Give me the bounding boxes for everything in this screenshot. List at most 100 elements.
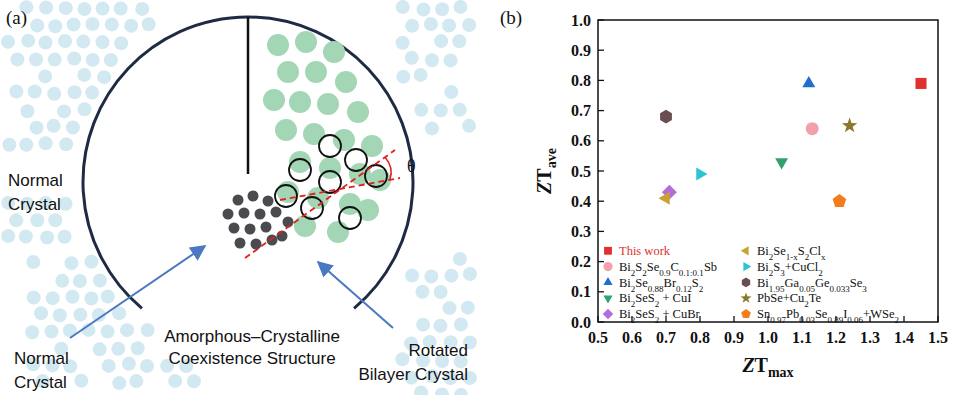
label-part: Bi — [619, 291, 631, 305]
label-part: 0.03 — [799, 315, 815, 325]
amorphous-atom — [283, 217, 294, 228]
crystal-atom — [135, 2, 149, 16]
crystal-atom — [84, 291, 98, 305]
crystal-atom — [101, 290, 115, 304]
crystal-atom — [317, 93, 339, 115]
diagram-label: Crystal — [14, 373, 67, 392]
rotated-atom — [339, 207, 361, 229]
crystal-atom — [68, 85, 82, 99]
crystal-atom — [93, 342, 107, 356]
amorphous-atom — [233, 195, 244, 206]
angle-arc — [385, 157, 391, 179]
crystal-atom — [461, 301, 475, 315]
points — [659, 76, 927, 207]
crystal-atom — [73, 274, 87, 288]
crystal-atom — [405, 51, 419, 65]
diagram-label: Crystal — [8, 195, 61, 214]
y-tick — [598, 231, 604, 232]
x-tick-label: 1.2 — [826, 329, 846, 346]
crystal-atom — [142, 17, 156, 31]
diagram-label: Coexistence Structure — [168, 349, 335, 368]
x-tick-label: 1.3 — [860, 329, 880, 346]
x-tick-label: 0.7 — [656, 329, 676, 346]
crystal-atom — [19, 230, 33, 244]
crystal-atom — [463, 267, 477, 281]
crystal-atom — [58, 230, 72, 244]
crystal-atom — [112, 376, 126, 390]
amorphous-atom — [261, 222, 272, 233]
rotated-atom — [289, 159, 311, 181]
y-tick-label: 0.7 — [571, 102, 591, 119]
crystal-atom — [168, 374, 182, 388]
crystal-atom — [424, 269, 438, 283]
crystal-atom — [77, 68, 91, 82]
crystal-atom — [10, 52, 24, 66]
label-part: S — [692, 276, 699, 290]
crystal-atom — [415, 285, 429, 299]
label-part: This work — [619, 244, 671, 258]
label-part: Te — [809, 291, 822, 305]
crystal-atom — [454, 388, 468, 395]
label-part: S — [773, 260, 780, 274]
point — [833, 194, 847, 207]
point — [659, 192, 670, 205]
crystal-atom — [187, 374, 201, 388]
crystal-atom — [453, 0, 467, 14]
canvas: θNormalCrystalNormalCrystalAmorphous–Cry… — [0, 0, 974, 395]
crystal-atom — [444, 85, 458, 99]
crystal-atom — [267, 34, 289, 56]
crystal-atom — [77, 2, 91, 16]
amorphous-atom — [235, 238, 246, 249]
point — [696, 168, 707, 181]
crystal-atom — [38, 69, 52, 83]
label-part: Sn — [757, 307, 771, 321]
legend-marker — [603, 262, 612, 271]
crystal-atom — [303, 123, 325, 145]
y-tick-label: 0.6 — [571, 132, 591, 149]
label-part: max — [768, 365, 794, 380]
crystal-atom — [452, 34, 466, 48]
amorphous-atom — [223, 209, 234, 220]
label-part: Ge — [815, 276, 830, 290]
rotated-atom — [319, 135, 341, 157]
crystal-atom — [59, 1, 73, 15]
crystal-atom — [101, 325, 115, 339]
crystal-atom — [396, 36, 410, 50]
crystal-atom — [19, 138, 33, 152]
diagram-label: Rotated — [408, 341, 468, 360]
crystal-atom — [462, 119, 476, 133]
x-tick — [733, 316, 734, 322]
crystal-atom — [9, 85, 23, 99]
crystal-atom — [2, 138, 16, 152]
crystal-atom — [73, 308, 87, 322]
label-part: Z — [741, 354, 754, 376]
label-part: 3 — [862, 284, 867, 294]
plot-frame — [598, 20, 938, 322]
legend: This workBi2S2Se0.9C0.1:0.1SbBi2Se0.88Br… — [603, 244, 899, 325]
crystal-atom — [305, 61, 327, 83]
point — [915, 78, 926, 89]
legend-marker — [604, 247, 612, 255]
crystal-atom — [55, 274, 69, 288]
crystal-atom — [20, 104, 34, 118]
crystal-atom — [122, 357, 136, 371]
legend-marker — [603, 277, 612, 285]
crystal-atom — [444, 269, 458, 283]
crystal-atom — [46, 291, 60, 305]
boundary-line — [247, 17, 250, 174]
x-tick-label: 0.9 — [724, 329, 744, 346]
x-tick-label: 0.5 — [588, 329, 608, 346]
label-part: ave — [544, 148, 559, 168]
crystal-atom — [39, 0, 53, 14]
label-part: x — [821, 252, 826, 262]
crystal-atom — [347, 101, 369, 123]
crystal-atom — [416, 2, 430, 16]
point — [802, 76, 815, 87]
x-tick-label: 1.4 — [894, 329, 914, 346]
crystal-atom — [21, 34, 35, 48]
arrow — [70, 246, 205, 338]
amorphous-atom — [245, 224, 256, 235]
legend-label: Sn0.97Pb0.03Se0.89I0.06+WSe2 — [757, 307, 899, 325]
panel-label: (a) — [6, 7, 27, 29]
crystal-atom — [30, 19, 44, 33]
